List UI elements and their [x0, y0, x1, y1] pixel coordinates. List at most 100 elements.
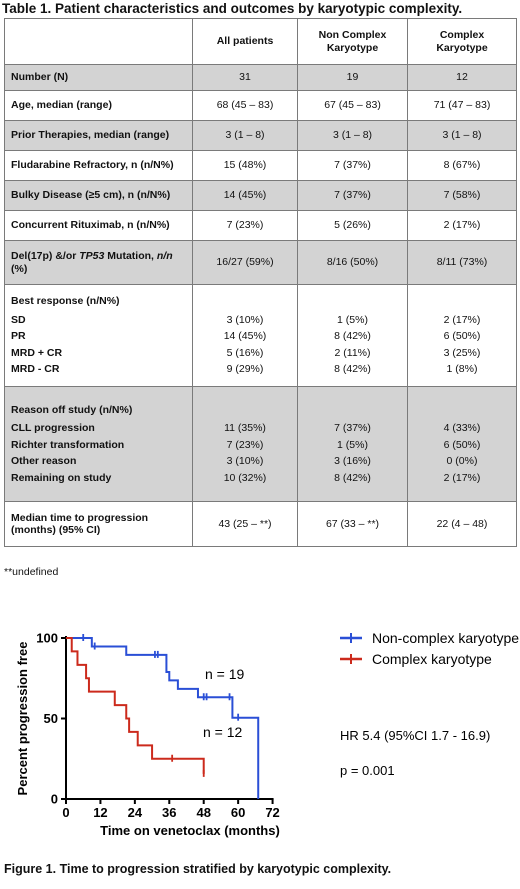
row-label-cell: Age, median (range)	[4, 90, 193, 121]
cell-value: 67 (33 – **)	[325, 517, 380, 530]
cell-value: 3 (16%)	[334, 455, 371, 468]
header-blank-cell	[4, 18, 193, 65]
row-label-cell: Reason off study (n/N%) CLL progression Ri…	[4, 386, 193, 502]
table-row: Best response (n/N%) SD PR MRD + CR MRD - CR…	[4, 284, 517, 387]
row-label: Age, median (range)	[11, 99, 112, 112]
cell-value: 22 (4 – 48)	[436, 517, 488, 530]
value-cell: 3 (10%) 14 (45%) 5 (16%) 9 (29%)	[192, 284, 298, 387]
column-header-line: Non Complex	[318, 28, 387, 41]
column-header-all-patients: All patients	[192, 18, 298, 65]
row-label-cell: Median time to progression (months) (95% …	[4, 501, 193, 547]
value-cell: 3 (1 – 8)	[407, 120, 517, 151]
value-cell: 3 (1 – 8)	[192, 120, 298, 151]
p-value-annotation: p = 0.001	[340, 763, 395, 778]
row-label: Number (N)	[11, 71, 69, 84]
table-row: Concurrent Rituximab, n (n/N%) 7 (23%) 5 (…	[4, 210, 517, 241]
x-tick-label: 36	[162, 805, 176, 820]
cell-value: 3 (1 – 8)	[225, 129, 265, 142]
table-row: Fludarabine Refractory, n (n/N%) 15 (48%)…	[4, 150, 517, 181]
x-tick-label: 72	[265, 805, 279, 820]
value-cell: 67 (45 – 83)	[297, 90, 408, 121]
value-cell: 8 (67%)	[407, 150, 517, 181]
row-label: Best response (n/N%)	[11, 295, 120, 308]
cell-value: 1 (5%)	[337, 313, 368, 326]
cell-value: 12	[456, 71, 468, 84]
legend-label: Complex karyotype	[372, 651, 492, 667]
cell-value: 7 (23%)	[226, 438, 264, 451]
table-row: Del(17p) &/or TP53 Mutation, n/n (%) 16/2…	[4, 240, 517, 285]
value-cell: 3 (1 – 8)	[297, 120, 408, 151]
value-cell: 8/11 (73%)	[407, 240, 517, 285]
value-cell: 31	[192, 64, 298, 91]
row-label: PR	[11, 330, 26, 343]
cell-value: 8/11 (73%)	[436, 256, 488, 269]
cell-value: 10 (32%)	[223, 471, 267, 484]
non-complex-curve	[66, 637, 260, 799]
value-cell: 2 (17%)	[407, 210, 517, 241]
cell-value: 2 (17%)	[443, 471, 481, 484]
cell-value: 8 (67%)	[443, 159, 481, 172]
row-label-cell: Best response (n/N%) SD PR MRD + CR MRD - CR	[4, 284, 193, 387]
cell-value: 14 (45%)	[223, 330, 267, 343]
cell-value	[199, 295, 291, 308]
table-row: Reason off study (n/N%) CLL progression Ri…	[4, 386, 517, 502]
value-cell: 7 (23%)	[192, 210, 298, 241]
cell-value	[414, 404, 510, 417]
kaplan-meier-chart: 0 50 100 0 12 24 36 48 60 72 n = 19 n = 12 Non-com…	[15, 630, 519, 838]
value-cell: 67 (33 – **)	[297, 501, 408, 547]
column-header-complex: Complex Karyotype	[407, 18, 517, 65]
value-cell: 7 (37%)	[297, 180, 408, 211]
figure-caption: Figure 1. Time to progression stratified…	[4, 862, 392, 876]
cell-value: 67 (45 – 83)	[324, 99, 381, 112]
cell-value: 5 (16%)	[226, 346, 264, 359]
cell-value: 3 (10%)	[226, 455, 264, 468]
row-label-cell: Fludarabine Refractory, n (n/N%)	[4, 150, 193, 181]
value-cell: 2 (17%) 6 (50%) 3 (25%) 1 (8%)	[407, 284, 517, 387]
row-label-cell: Del(17p) &/or TP53 Mutation, n/n (%)	[4, 240, 193, 285]
value-cell: 15 (48%)	[192, 150, 298, 181]
cell-value: 9 (29%)	[226, 363, 264, 376]
table-row: Bulky Disease (≥5 cm), n (n/N%) 14 (45%) 7…	[4, 180, 517, 211]
value-cell: 19	[297, 64, 408, 91]
cell-value: 5 (26%)	[334, 219, 371, 232]
n-annotation-non-complex: n = 19	[205, 666, 245, 682]
cell-value: 7 (58%)	[443, 189, 481, 202]
cell-value: 43 (25 – **)	[218, 517, 272, 530]
cell-value: 7 (37%)	[334, 159, 371, 172]
row-label: MRD - CR	[11, 363, 60, 376]
value-cell: 4 (33%) 6 (50%) 0 (0%) 2 (17%)	[407, 386, 517, 502]
cell-value: 4 (33%)	[443, 422, 481, 435]
row-label: SD	[11, 313, 26, 326]
cell-value: 14 (45%)	[223, 189, 267, 202]
cell-value	[414, 295, 510, 308]
row-label: Fludarabine Refractory, n (n/N%)	[11, 159, 174, 172]
cell-value	[304, 295, 401, 308]
cell-value: 7 (23%)	[226, 219, 264, 232]
value-cell: 43 (25 – **)	[192, 501, 298, 547]
x-tick-label: 48	[196, 805, 210, 820]
cell-value: 6 (50%)	[443, 330, 481, 343]
x-tick-label: 12	[93, 805, 107, 820]
cell-value: 19	[346, 71, 359, 84]
row-label: Reason off study (n/N%)	[11, 403, 133, 416]
y-axis-label: Percent progression free	[15, 642, 30, 796]
value-cell: 12	[407, 64, 517, 91]
row-label: Richter transformation	[11, 438, 125, 451]
column-header-non-complex: Non Complex Karyotype	[297, 18, 408, 65]
complex-curve	[66, 637, 205, 774]
column-header-line: All patients	[216, 35, 274, 47]
cell-value: 8 (42%)	[334, 363, 371, 376]
cell-value	[304, 404, 401, 417]
cell-value: 2 (11%)	[334, 346, 371, 359]
row-label-cell: Prior Therapies, median (range)	[4, 120, 193, 151]
column-header-line: Complex	[439, 28, 485, 41]
cell-value: 2 (17%)	[443, 313, 481, 326]
row-label-cell: Number (N)	[4, 64, 193, 91]
x-axis-label: Time on venetoclax (months)	[100, 823, 280, 838]
value-cell: 68 (45 – 83)	[192, 90, 298, 121]
cell-value: 1 (8%)	[446, 363, 478, 376]
cell-value: 3 (25%)	[443, 346, 481, 359]
cell-value: 16/27 (59%)	[216, 256, 274, 269]
legend-label: Non-complex karyotype	[372, 630, 519, 646]
cell-value: 7 (37%)	[334, 189, 371, 202]
